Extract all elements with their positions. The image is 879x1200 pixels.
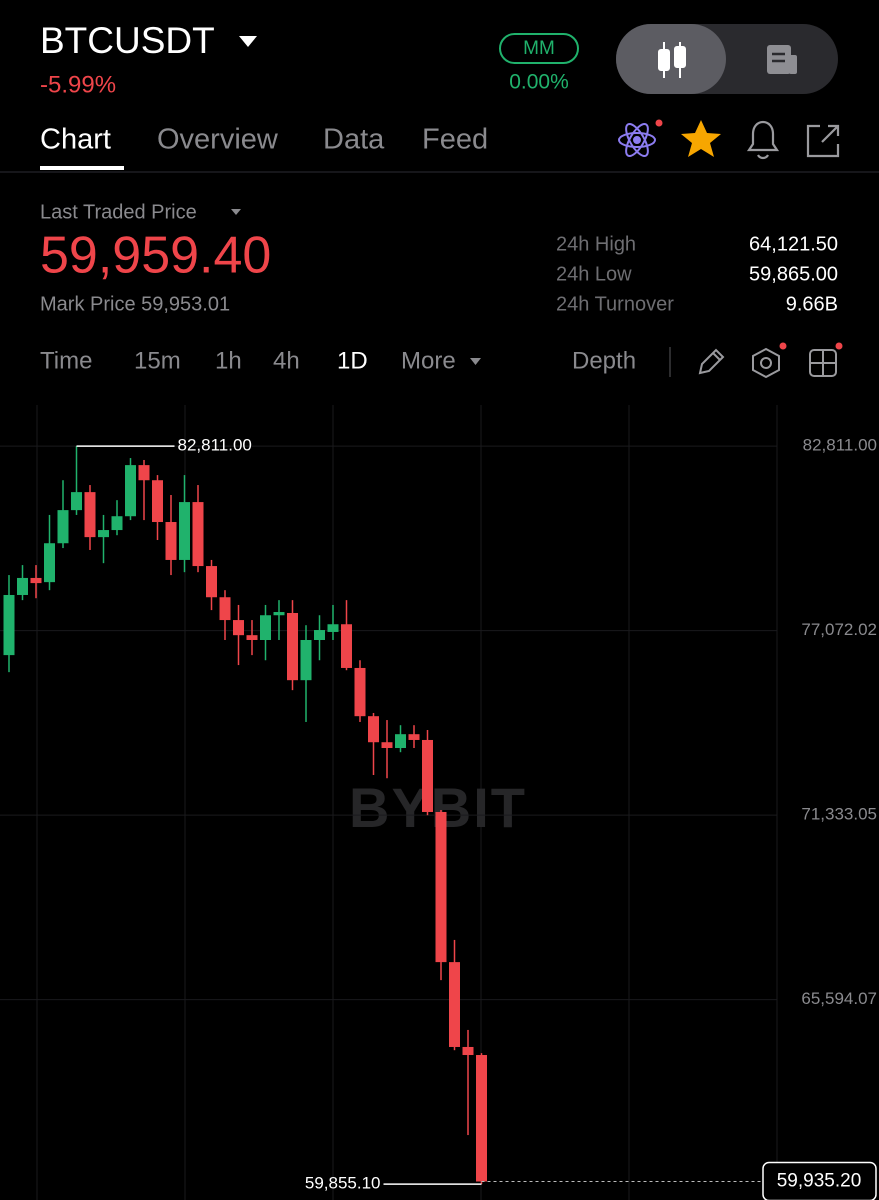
candle-body: [395, 734, 406, 749]
mm-value: 0.00%: [509, 71, 569, 94]
last-price-dropdown[interactable]: [231, 209, 241, 215]
interval[interactable]: 15m: [134, 347, 181, 374]
candle-body: [327, 624, 339, 632]
candle-body: [435, 811, 447, 963]
candle-body: [71, 492, 82, 511]
share-icon[interactable]: [806, 124, 840, 158]
notification-dot: [835, 342, 843, 350]
mark-price: Mark Price 59,953.01: [40, 293, 230, 315]
stat-value: 9.66B: [786, 293, 838, 315]
stat-label: 24h Low: [556, 263, 632, 285]
candle-body: [476, 1055, 487, 1182]
candle-body: [246, 635, 258, 640]
candle-body: [44, 543, 55, 583]
candle-body: [381, 742, 393, 749]
draw-tool[interactable]: [698, 348, 725, 375]
last-price-tag-label: 59,935.20: [777, 1171, 862, 1192]
low-marker-label: 59,855.10: [305, 1174, 381, 1193]
candle-body: [287, 612, 298, 681]
candle-body: [17, 577, 28, 595]
symbol-dropdown[interactable]: [239, 36, 257, 47]
layout-tool[interactable]: [809, 349, 837, 377]
stat-value: 64,121.50: [749, 233, 838, 255]
ai-icon[interactable]: [618, 121, 656, 159]
candle-body: [84, 492, 96, 538]
candle-body: [449, 962, 460, 1047]
candle-body: [192, 502, 204, 567]
candle-body: [341, 624, 352, 668]
y-tick-label: 82,811.00: [803, 436, 877, 455]
stat-label: 24h Turnover: [556, 293, 674, 315]
candle-body: [138, 465, 150, 481]
candle-icon: [658, 42, 686, 78]
tab-underline: [40, 166, 124, 170]
alert-bell[interactable]: [746, 120, 780, 160]
candle-body: [368, 716, 379, 743]
symbol[interactable]: BTCUSDT: [40, 20, 215, 61]
info-view-button[interactable]: [767, 45, 797, 74]
stat-value: 59,865.00: [749, 263, 838, 285]
tab-chart[interactable]: Chart: [40, 124, 111, 156]
more-dropdown[interactable]: [470, 358, 481, 365]
candle-body: [314, 630, 325, 640]
candle-body: [179, 502, 190, 560]
last-price: 59,959.40: [40, 227, 271, 285]
candle-body: [30, 577, 42, 584]
high-marker-label: 82,811.00: [178, 436, 252, 455]
interval[interactable]: 1h: [215, 347, 242, 374]
y-tick-label: 71,333.05: [801, 805, 877, 824]
mm-badge[interactable]: [499, 33, 579, 64]
candle-body: [354, 667, 366, 717]
tab-feed[interactable]: Feed: [422, 124, 488, 156]
tab-overview[interactable]: Overview: [157, 124, 279, 156]
candle-body: [462, 1046, 474, 1056]
y-tick-label: 77,072.02: [801, 620, 877, 639]
favorite-star[interactable]: [681, 120, 721, 157]
candle-body: [408, 734, 420, 740]
candle-body: [98, 530, 109, 538]
candle-body: [165, 522, 177, 560]
candle-body: [206, 566, 217, 598]
price-change: -5.99%: [40, 71, 116, 98]
notification-dot: [779, 342, 787, 350]
candle-body: [260, 615, 271, 640]
candle-body: [125, 465, 136, 517]
candle-body: [219, 597, 231, 621]
candle-body: [57, 510, 69, 544]
chart-view-button[interactable]: [616, 24, 726, 94]
interval-more[interactable]: More: [401, 347, 456, 374]
interval-active[interactable]: 1D: [337, 347, 368, 374]
depth-button[interactable]: Depth: [572, 347, 636, 374]
last-price-tag: [762, 1161, 877, 1200]
mm-badge-text: MM: [523, 38, 555, 59]
candle-body: [152, 480, 163, 523]
candle-body: [300, 639, 312, 681]
y-tick-label: 65,594.07: [801, 989, 877, 1008]
candle-body: [3, 594, 15, 656]
notification-dot: [655, 119, 663, 127]
candle-body: [422, 739, 433, 812]
candle-body: [111, 516, 123, 531]
tab-data[interactable]: Data: [323, 124, 385, 156]
last-price-label[interactable]: Last Traded Price: [40, 201, 197, 223]
interval[interactable]: Time: [40, 347, 92, 374]
stat-label: 24h High: [556, 233, 636, 255]
indicator-tool[interactable]: [752, 347, 780, 379]
candle-body: [233, 620, 244, 636]
candle-body: [273, 612, 285, 616]
interval[interactable]: 4h: [273, 347, 300, 374]
candlestick-chart[interactable]: BYBIT 82,811.0077,072.0271,333.0565,594.…: [0, 405, 877, 1200]
